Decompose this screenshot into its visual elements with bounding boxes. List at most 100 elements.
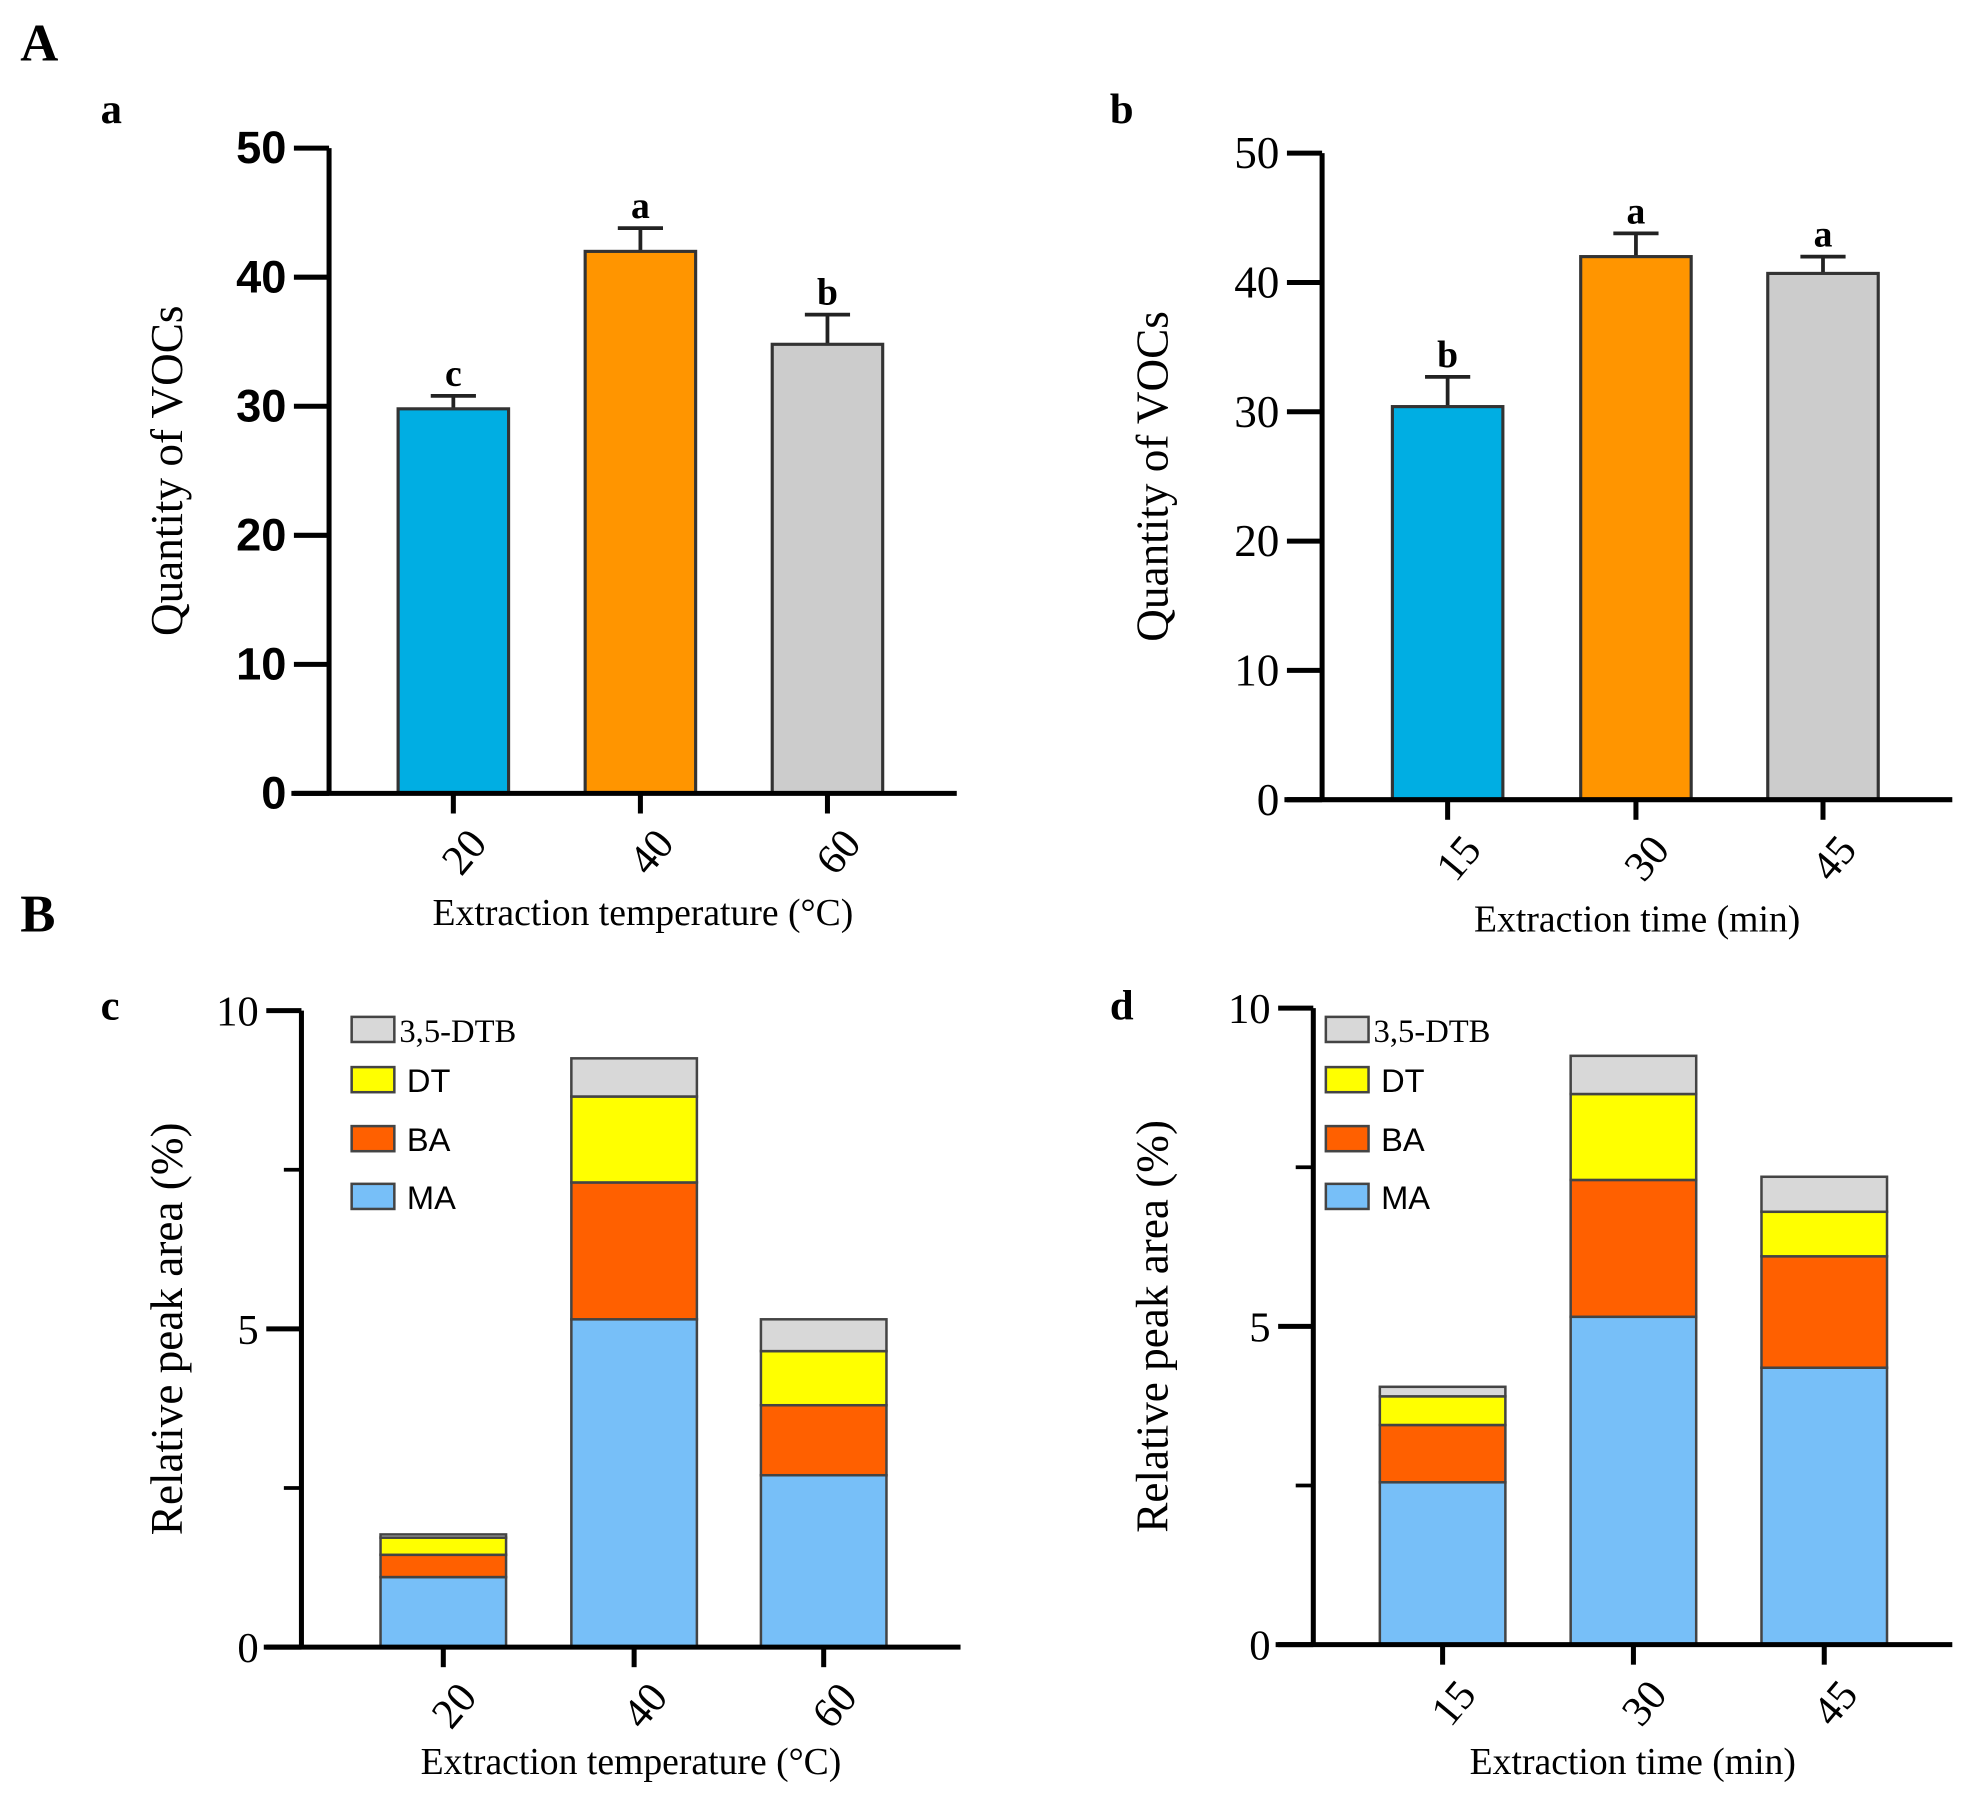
bar-segment-MA-20 <box>379 1575 508 1649</box>
legend-swatch-DT <box>350 1065 396 1094</box>
bar-segment-MA-30 <box>1569 1315 1698 1646</box>
x-tick-label: 30 <box>1615 827 1678 890</box>
significance-label: b <box>817 272 838 314</box>
panel-label-A: A <box>20 14 58 72</box>
bar-segment-BA-40 <box>570 1181 699 1321</box>
x-tick-label: 45 <box>1803 827 1866 890</box>
panel-label-b: b <box>1110 86 1134 133</box>
legend-swatch-DT <box>1324 1065 1370 1094</box>
bar-30 <box>1579 255 1693 802</box>
legend-swatch-BA <box>350 1124 396 1153</box>
y-tick-label: 5 <box>237 1307 258 1354</box>
legend-swatch-3,5-DTB <box>350 1015 396 1044</box>
legend-label-DT: DT <box>1381 1062 1425 1099</box>
y-tick-label: 0 <box>261 767 286 818</box>
bar-segment-BA-45 <box>1760 1255 1889 1369</box>
bar-segment-MA-60 <box>759 1473 888 1649</box>
bar-segment-3,5-DTB-20 <box>379 1533 508 1539</box>
y-tick-label: 0 <box>1249 1623 1270 1670</box>
x-tick-label: 15 <box>1427 827 1490 890</box>
y-axis-title: Relative peak area (%) <box>1128 1120 1178 1533</box>
y-tick-label: 10 <box>1228 986 1271 1033</box>
bar-20 <box>396 407 511 795</box>
panel-label-d: d <box>1110 982 1134 1029</box>
y-tick-label: 5 <box>1249 1304 1270 1351</box>
bar-45 <box>1766 271 1880 802</box>
y-tick-label: 50 <box>1234 128 1279 178</box>
y-tick-label: 0 <box>1257 775 1280 825</box>
bar-segment-3,5-DTB-40 <box>570 1057 699 1098</box>
x-tick-label: 45 <box>1804 1672 1867 1735</box>
y-tick-label: 0 <box>237 1625 258 1672</box>
y-tick-label: 20 <box>236 509 286 560</box>
bar-segment-3,5-DTB-45 <box>1760 1175 1889 1214</box>
bar-40 <box>583 249 698 795</box>
significance-label: b <box>1437 334 1458 376</box>
x-axis-title: Extraction temperature (°C) <box>421 1741 842 1783</box>
bar-15 <box>1390 405 1505 802</box>
chart-a: a c a b 0 10 20 30 40 50 20 40 60 Extraction temperat… <box>101 86 957 934</box>
bar-60 <box>770 342 885 795</box>
bar-segment-DT-15 <box>1378 1395 1507 1427</box>
legend-swatch-MA <box>350 1182 396 1211</box>
x-tick-label: 40 <box>620 821 683 884</box>
x-tick-label: 20 <box>423 1674 486 1737</box>
bar-segment-DT-40 <box>570 1095 699 1184</box>
bar-segment-DT-30 <box>1569 1092 1698 1182</box>
significance-label: a <box>631 185 650 227</box>
bar-segment-DT-20 <box>379 1536 508 1557</box>
y-tick-label: 20 <box>1234 516 1279 566</box>
legend-swatch-BA <box>1324 1124 1370 1153</box>
legend-label-BA: BA <box>1381 1121 1425 1158</box>
y-tick-label: 40 <box>236 251 286 302</box>
y-axis-title: Quantity of VOCs <box>142 306 192 637</box>
significance-label: c <box>445 353 462 395</box>
legend-label-BA: BA <box>407 1121 451 1158</box>
x-tick-label: 15 <box>1422 1672 1485 1735</box>
bar-segment-BA-30 <box>1569 1178 1698 1319</box>
significance-label: a <box>1627 190 1646 232</box>
y-tick-label: 50 <box>236 122 286 173</box>
bar-segment-3,5-DTB-30 <box>1569 1054 1698 1096</box>
bar-segment-3,5-DTB-60 <box>759 1318 888 1353</box>
y-tick-label: 30 <box>1234 387 1279 437</box>
y-axis-title: Quantity of VOCs <box>1128 311 1178 642</box>
significance-label: a <box>1814 214 1833 256</box>
y-tick-label: 10 <box>216 989 259 1036</box>
x-axis-title: Extraction time (min) <box>1470 1741 1796 1783</box>
legend-swatch-3,5-DTB <box>1324 1015 1370 1044</box>
bar-segment-BA-60 <box>759 1403 888 1477</box>
panel-label-a: a <box>101 86 122 133</box>
bar-segment-3,5-DTB-15 <box>1378 1385 1507 1398</box>
panel-label-c: c <box>101 982 120 1029</box>
legend-label-3,5-DTB: 3,5-DTB <box>399 1014 516 1050</box>
panel-label-B: B <box>20 886 55 944</box>
legend-label-MA: MA <box>407 1179 456 1216</box>
bar-segment-DT-45 <box>1760 1210 1889 1258</box>
x-tick-label: 60 <box>807 821 870 884</box>
bar-segment-DT-60 <box>759 1349 888 1407</box>
legend-swatch-MA <box>1324 1182 1370 1211</box>
bar-segment-MA-45 <box>1760 1366 1889 1646</box>
bar-segment-MA-40 <box>570 1318 699 1649</box>
x-tick-label: 20 <box>433 821 496 884</box>
x-tick-label: 30 <box>1613 1672 1676 1735</box>
x-tick-label: 60 <box>803 1674 866 1737</box>
y-tick-label: 40 <box>1234 258 1279 308</box>
y-tick-label: 10 <box>236 638 286 689</box>
y-axis-title: Relative peak area (%) <box>142 1122 192 1535</box>
bar-segment-BA-20 <box>379 1553 508 1579</box>
bar-segment-BA-15 <box>1378 1423 1507 1484</box>
y-tick-label: 10 <box>1234 645 1279 695</box>
y-tick-label: 30 <box>236 380 286 431</box>
x-tick-label: 40 <box>614 1674 677 1737</box>
legend-label-DT: DT <box>407 1062 451 1099</box>
legend-label-3,5-DTB: 3,5-DTB <box>1374 1014 1491 1050</box>
x-axis-title: Extraction time (min) <box>1474 899 1800 941</box>
x-axis-title: Extraction temperature (°C) <box>433 892 854 934</box>
bar-segment-MA-15 <box>1378 1481 1507 1646</box>
